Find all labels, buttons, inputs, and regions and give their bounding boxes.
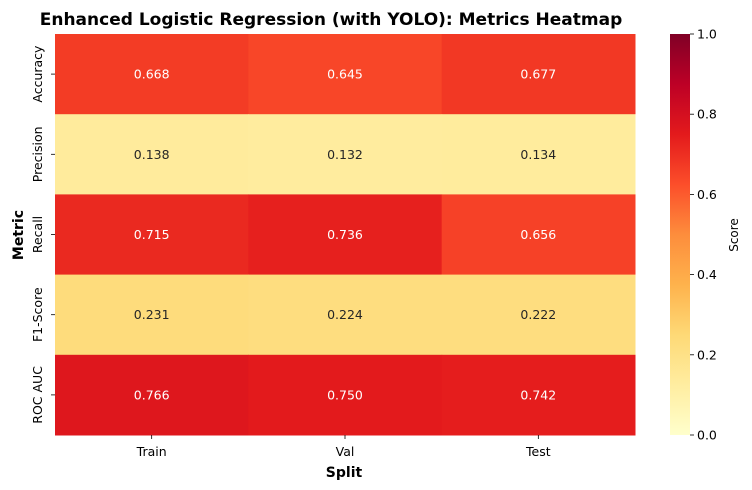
colorbar-ticks: 0.0 0.2 0.4 0.6 0.8 1.0 <box>690 27 717 443</box>
heatmap-cell <box>55 354 249 436</box>
colorbar-tick-label: 0.4 <box>697 267 717 282</box>
y-axis-label: Metric <box>11 210 27 260</box>
colorbar-tick-label: 0.8 <box>697 107 717 122</box>
colorbar-tick-label: 0.6 <box>697 187 717 202</box>
colorbar-tick-label: 0.2 <box>697 347 717 362</box>
x-tick-label: Train <box>136 444 167 459</box>
colorbar-tick-label: 1.0 <box>697 27 717 42</box>
x-axis-label: Split <box>326 465 363 481</box>
heatmap-cell <box>248 34 443 115</box>
cell-value-label: 0.656 <box>520 227 556 242</box>
cell-value-label: 0.134 <box>520 147 556 162</box>
heatmap-cells <box>55 34 636 436</box>
heatmap-cell <box>441 114 636 195</box>
heatmap-cell <box>55 34 249 115</box>
y-axis-ticks: Accuracy Precision Recall F1-Score ROC AUC <box>30 45 55 424</box>
heatmap-cell <box>248 114 443 195</box>
heatmap-cell <box>441 354 636 436</box>
cell-value-label: 0.742 <box>520 387 556 402</box>
heatmap-cell <box>55 194 249 276</box>
colorbar-tick-label: 0.0 <box>697 428 717 443</box>
cell-value-label: 0.736 <box>327 227 363 242</box>
cell-value-label: 0.715 <box>134 227 170 242</box>
heatmap-cell <box>55 114 249 195</box>
x-axis-ticks: Train Val Test <box>136 435 551 459</box>
cell-value-label: 0.645 <box>327 67 363 82</box>
cell-value-label: 0.231 <box>134 307 170 322</box>
heatmap-cell <box>55 274 249 356</box>
colorbar <box>670 34 690 435</box>
x-tick-label: Test <box>525 444 551 459</box>
chart-title: Enhanced Logistic Regression (with YOLO)… <box>40 10 623 30</box>
heatmap-cell <box>248 274 443 356</box>
heatmap-cell <box>248 194 443 276</box>
y-tick-label: Precision <box>30 126 45 182</box>
cell-value-label: 0.677 <box>520 67 556 82</box>
cell-value-label: 0.222 <box>520 307 556 322</box>
cell-value-label: 0.668 <box>134 67 170 82</box>
cell-value-label: 0.132 <box>327 147 363 162</box>
x-tick-label: Val <box>336 444 355 459</box>
y-tick-label: F1-Score <box>30 287 45 342</box>
y-tick-label: ROC AUC <box>30 366 45 424</box>
heatmap-cell <box>441 194 636 276</box>
cell-value-label: 0.766 <box>134 387 170 402</box>
heatmap-cell <box>441 274 636 356</box>
cell-value-label: 0.224 <box>327 307 363 322</box>
heatmap-cell <box>441 34 636 115</box>
colorbar-label: Score <box>727 218 741 252</box>
heatmap-cell <box>248 354 443 436</box>
cell-value-label: 0.750 <box>327 387 363 402</box>
y-tick-label: Recall <box>30 216 45 253</box>
heatmap-value-labels: 0.668 0.645 0.677 0.138 0.132 0.134 0.715 0.736… <box>134 67 556 403</box>
cell-value-label: 0.138 <box>134 147 170 162</box>
y-tick-label: Accuracy <box>30 45 45 103</box>
